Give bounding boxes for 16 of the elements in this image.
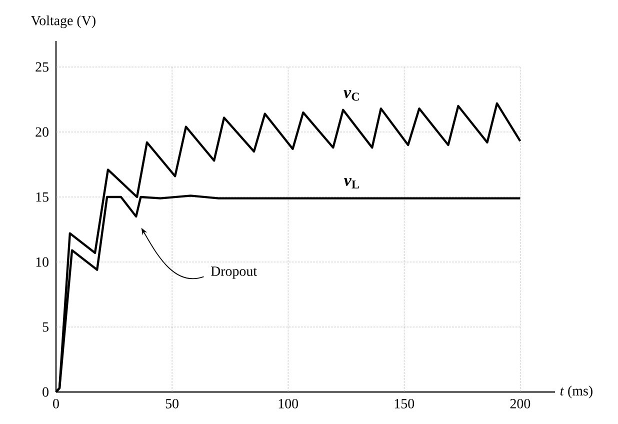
y-tick-label: 0 (42, 387, 48, 397)
x-tick-label: 150 (394, 398, 414, 408)
x-tick-label: 200 (510, 398, 530, 408)
y-tick-label: 20 (36, 127, 48, 137)
series-label: v$_{C}$ (344, 90, 359, 101)
y-tick-label: 10 (36, 257, 48, 267)
x-tick-label: 0 (53, 398, 59, 408)
x-tick-label: 50 (166, 398, 178, 408)
annotation: Dropout (210, 266, 257, 279)
y-tick-label: 15 (36, 192, 48, 202)
x-tick-label: 100 (278, 398, 298, 408)
y-axis-title: Voltage (V) (31, 15, 96, 28)
series-label: v$_{L}$ (344, 178, 359, 188)
x-axis-title: t (ms) (560, 386, 592, 398)
y-tick-label: 5 (42, 322, 48, 332)
y-tick-label: 25 (36, 62, 48, 72)
